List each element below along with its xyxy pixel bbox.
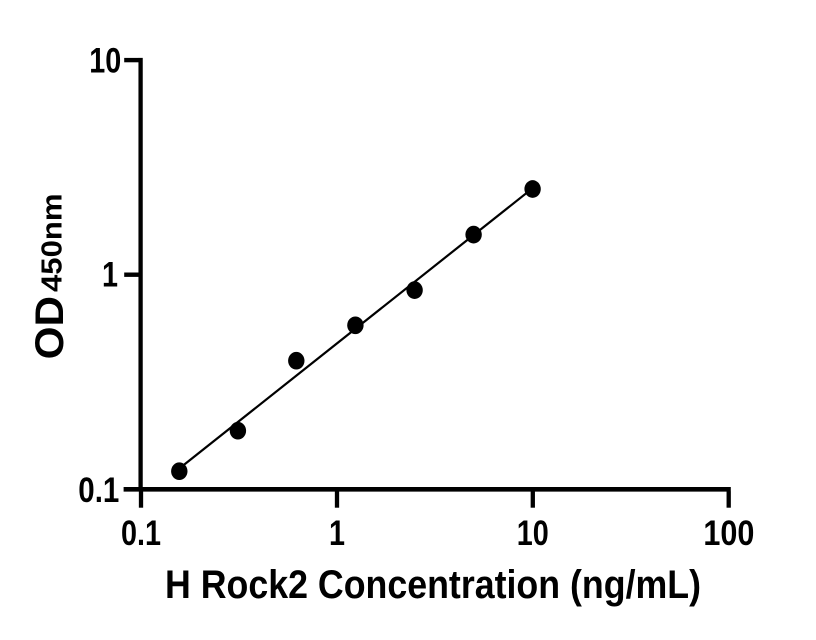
svg-text:10: 10 — [517, 514, 549, 553]
svg-text:OD: OD — [28, 296, 72, 359]
svg-text:450nm: 450nm — [37, 194, 69, 293]
svg-text:0.1: 0.1 — [78, 471, 119, 510]
svg-text:1: 1 — [102, 256, 118, 295]
svg-text:1: 1 — [329, 514, 345, 553]
svg-text:10: 10 — [89, 41, 121, 80]
svg-text:H Rock2 Concentration (ng/mL): H Rock2 Concentration (ng/mL) — [165, 563, 701, 607]
svg-text:0.1: 0.1 — [121, 514, 161, 553]
svg-text:100: 100 — [703, 514, 754, 553]
